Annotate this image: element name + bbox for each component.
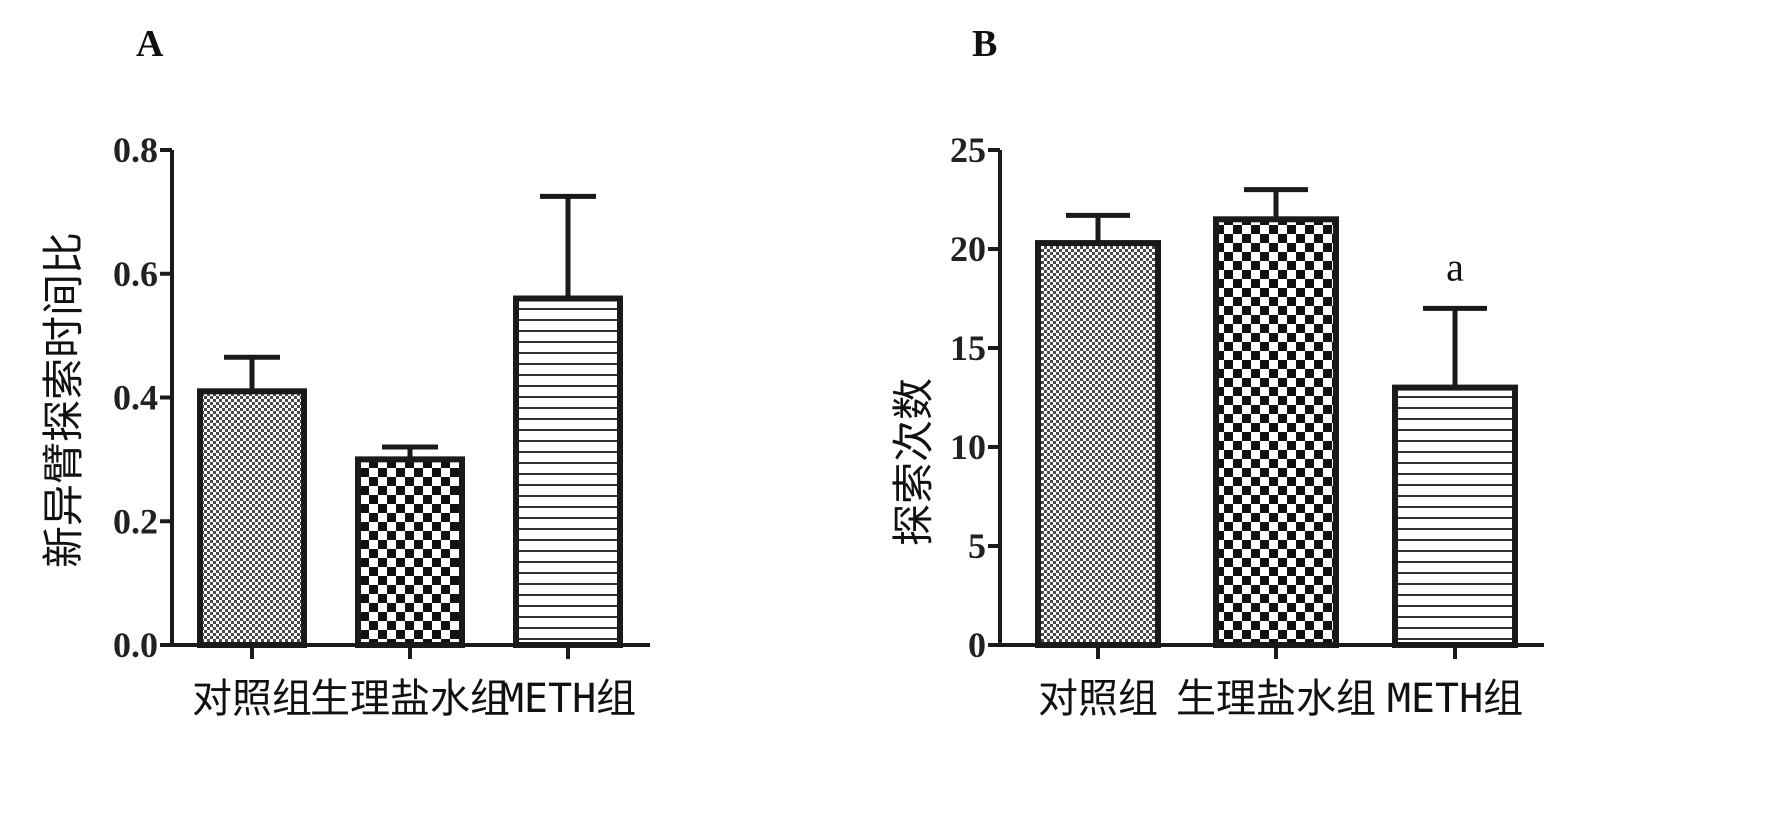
bars-a [197, 193, 623, 659]
y-tick-label: 20 [950, 229, 986, 269]
category-label: 对照组 [1038, 676, 1158, 722]
y-tick-label: 0.2 [113, 501, 158, 541]
significance-annotation: a [1446, 244, 1464, 289]
bar [1392, 384, 1518, 648]
bar [1035, 240, 1161, 648]
y-axis-title-b: 探索次数 [889, 378, 938, 546]
category-label: 对照组 [192, 676, 312, 722]
bar [513, 295, 623, 648]
y-tick-label: 25 [950, 130, 986, 170]
panel-letter-a: A [136, 23, 164, 65]
y-tick-label: 0.6 [113, 254, 158, 294]
chart-panel-b: B 探索次数 0 5 10 15 20 25 a 对照组 生理盐水组 METH组 [889, 23, 1544, 722]
panel-letter-b: B [972, 23, 997, 65]
y-ticks-b: 0 5 10 15 20 25 [950, 130, 1000, 665]
y-tick-label: 0.4 [113, 378, 158, 418]
category-label: 生理盐水组 [310, 676, 510, 722]
category-labels-b: 对照组 生理盐水组 METH组 [1038, 676, 1523, 722]
category-label: METH组 [1387, 676, 1523, 722]
y-tick-label: 0.8 [113, 130, 158, 170]
y-tick-label: 15 [950, 328, 986, 368]
y-tick-label: 0 [968, 625, 986, 665]
category-label: 生理盐水组 [1176, 676, 1376, 722]
y-tick-label: 0.0 [113, 625, 158, 665]
bar [197, 388, 307, 648]
y-tick-label: 5 [968, 526, 986, 566]
bar [1213, 216, 1339, 649]
y-axis-title-a: 新异臂探索时间比 [39, 232, 88, 568]
bar [355, 456, 465, 648]
category-label: METH组 [500, 676, 636, 722]
bars-b: a [1035, 187, 1518, 659]
y-ticks-a: 0.0 0.2 0.4 0.6 0.8 [113, 130, 172, 665]
y-tick-label: 10 [950, 427, 986, 467]
